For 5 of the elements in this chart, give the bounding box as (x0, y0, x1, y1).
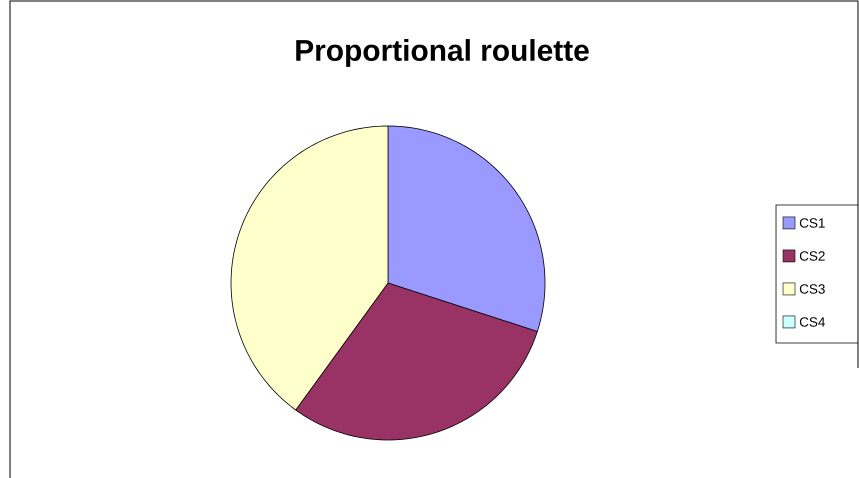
legend-label: CS1 (800, 218, 825, 228)
legend-label: CS2 (800, 251, 825, 261)
legend-label: CS4 (800, 317, 825, 327)
chart-title: Proportional roulette (296, 39, 589, 67)
legend-label: CS3 (800, 284, 825, 294)
